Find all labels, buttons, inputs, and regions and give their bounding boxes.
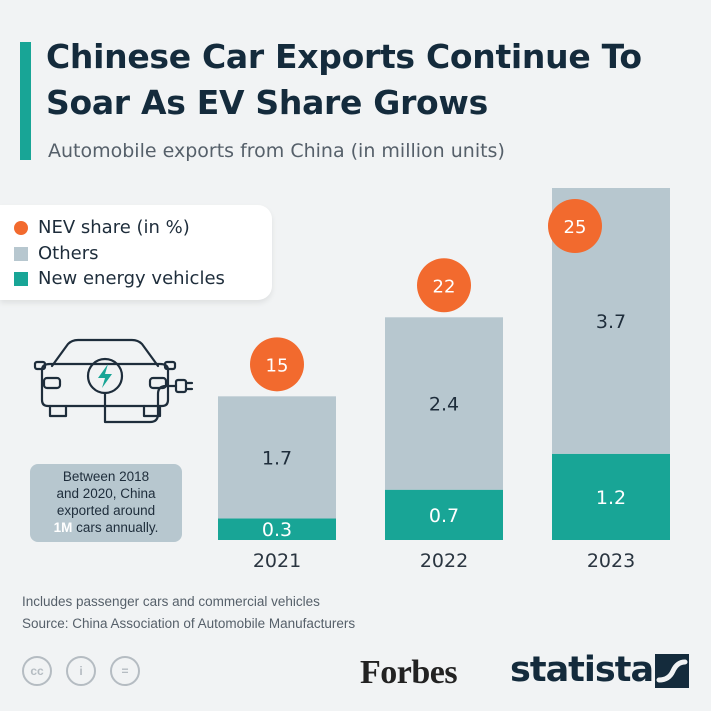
bar-others-2022 — [385, 317, 503, 490]
statista-logo: statista — [510, 650, 654, 690]
statista-mark-icon — [655, 654, 689, 688]
legend-item-nev-share: NEV share (in %) — [14, 217, 190, 238]
attribution-icon-label: i — [79, 664, 83, 678]
context-note: Between 2018 and 2020, China exported ar… — [30, 464, 182, 542]
legend-label: Others — [38, 243, 99, 264]
no-derivatives-icon[interactable]: = — [110, 656, 140, 686]
note-line: and 2020, China — [56, 486, 156, 501]
nev-share-badge-2023 — [548, 199, 602, 253]
bar-nev-2021 — [218, 518, 336, 540]
nev-share-badge-2021 — [250, 337, 304, 392]
forbes-logo: Forbes — [360, 654, 458, 691]
legend-label: NEV share (in %) — [38, 217, 190, 238]
no-derivatives-icon-label: = — [121, 664, 129, 678]
electric-car-icon — [33, 338, 194, 424]
x-tick-label-2021: 2021 — [253, 550, 301, 572]
attribution-icon[interactable]: i — [66, 656, 96, 686]
note-text: cars annually. — [72, 520, 159, 535]
cc-icon-label: cc — [30, 664, 44, 678]
data-label-nev-2022: 0.7 — [429, 505, 459, 527]
nev-share-label-2023: 25 — [564, 217, 587, 238]
bar-others-2021 — [218, 396, 336, 519]
legend: NEV share (in %) Others New energy vehic… — [0, 205, 272, 300]
legend-item-others: Others — [14, 243, 99, 264]
orange-circle-icon — [14, 220, 28, 235]
data-label-others-2022: 2.4 — [429, 394, 459, 416]
x-tick-label-2023: 2023 — [587, 550, 635, 572]
nev-share-badge-2022 — [417, 258, 471, 313]
note-line: 1M cars annually. — [30, 519, 182, 536]
data-label-nev-2023: 1.2 — [596, 487, 626, 509]
bar-nev-2022 — [385, 489, 503, 540]
note-line: exported around — [56, 503, 156, 518]
footer-source: Source: China Association of Automobile … — [22, 616, 356, 631]
data-label-others-2023: 3.7 — [596, 311, 626, 333]
cc-icon[interactable]: cc — [22, 656, 52, 686]
title-accent-bar — [20, 42, 31, 160]
chart-title: Chinese Car Exports Continue To Soar As … — [46, 37, 642, 122]
note-line: Between 2018 — [62, 469, 150, 484]
bar-nev-2023 — [552, 453, 670, 540]
footer-note: Includes passenger cars and commercial v… — [22, 594, 320, 609]
data-label-others-2021: 1.7 — [262, 447, 292, 469]
nev-share-label-2021: 15 — [266, 355, 289, 376]
legend-label: New energy vehicles — [38, 268, 225, 289]
data-label-nev-2021: 0.3 — [262, 519, 292, 541]
chart-subtitle: Automobile exports from China (in millio… — [48, 140, 505, 162]
legend-item-nev: New energy vehicles — [14, 268, 225, 289]
teal-square-icon — [14, 271, 28, 286]
note-highlight: 1M — [53, 520, 73, 535]
gray-square-icon — [14, 246, 28, 261]
x-tick-label-2022: 2022 — [420, 550, 468, 572]
nev-share-label-2022: 22 — [433, 276, 456, 297]
